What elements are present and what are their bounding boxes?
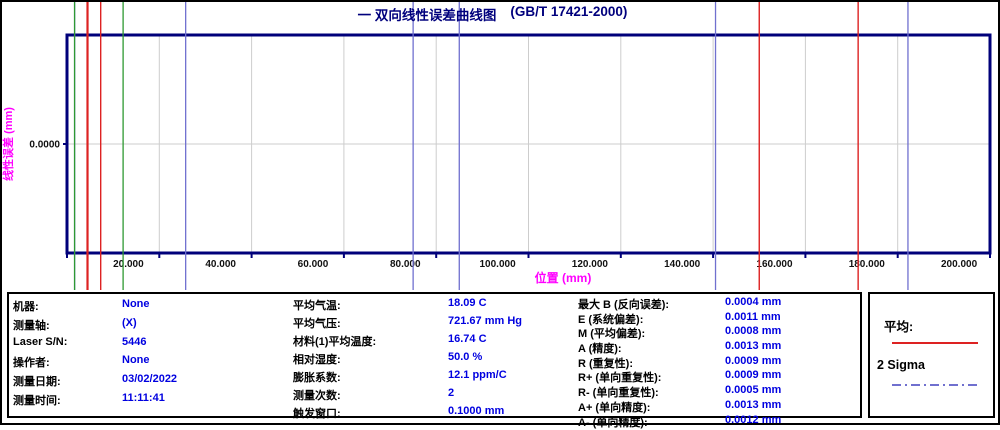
x-tick-label: 140.000 (664, 259, 701, 270)
x-tick-label: 120.000 (572, 259, 609, 270)
info-row: 平均气温: 18.09 C (293, 297, 487, 315)
info-label: Laser S/N: (13, 335, 68, 348)
info-row: 触发窗口: 0.1000 mm (293, 405, 504, 423)
info-value: 03/02/2022 (122, 373, 178, 386)
info-row: 机器: None (13, 298, 150, 317)
info-value: 0.0012 mm (725, 413, 782, 426)
info-value: 2 (448, 387, 455, 399)
info-label: A- (单向精度): (578, 416, 648, 429)
info-label: 平均气压: (293, 318, 341, 330)
info-value: 16.74 C (448, 333, 487, 345)
info-value: 0.0013 mm (725, 340, 782, 353)
info-value: 721.67 mm Hg (448, 315, 522, 327)
info-value: 0.0004 mm (725, 296, 782, 308)
info-label: 测量轴: (13, 319, 50, 332)
info-label: R (重复性): (578, 357, 633, 370)
x-tick-label: 160.000 (756, 259, 793, 270)
x-tick-label: 20.000 (113, 259, 144, 270)
info-value: 0.0005 mm (725, 384, 782, 397)
info-value: 18.09 C (448, 297, 487, 309)
info-row: 测量轴: (X) (13, 317, 137, 336)
info-value: None (122, 298, 150, 310)
info-row: M (平均偏差): 0.0008 mm (578, 325, 781, 341)
info-value: 0.1000 mm (448, 405, 505, 417)
info-row: E (系统偏差): 0.0011 mm (578, 311, 781, 326)
environment-info-column: 平均气温: 18.09 C 平均气压: 721.67 mm Hg 材料(1)平均温度: 1… (293, 297, 522, 423)
info-label: A (精度): (578, 343, 622, 356)
info-row: 材料(1)平均温度: 16.74 C (293, 333, 487, 351)
x-tick-label: 40.000 (205, 259, 236, 270)
y-axis-label: 线性误差 (mm) (1, 107, 15, 181)
info-row: R- (单向重复性): 0.0005 mm (578, 384, 781, 400)
info-row: A- (单向精度): 0.0012 mm (578, 414, 781, 429)
info-row: A+ (单向精度): 0.0013 mm (578, 399, 781, 414)
info-label: R- (单向重复性): (578, 387, 659, 400)
info-label: 相对湿度: (293, 354, 341, 366)
legend-sigma-line-sample (892, 384, 978, 386)
measurement-info-panel: 机器: None 测量轴: (X) Laser S/N: 5446 操作者: None 测量日期… (7, 292, 862, 429)
x-tick-label: 180.000 (849, 259, 886, 270)
y-tick-label: 0.0000 (29, 140, 60, 151)
info-value: 0.0013 mm (725, 398, 782, 411)
info-row: 操作者: None (13, 354, 150, 373)
info-value: 0.0009 mm (725, 369, 782, 382)
info-value: 0.0011 mm (725, 310, 781, 323)
info-label: 测量时间: (13, 394, 61, 407)
info-row: A (精度): 0.0013 mm (578, 340, 781, 356)
info-value: 0.0009 mm (725, 354, 782, 367)
info-label: 平均气温: (293, 300, 341, 312)
info-row: 相对湿度: 50.0 % (293, 351, 482, 369)
info-label: 机器: (13, 301, 39, 313)
info-value: 12.1 ppm/C (448, 369, 507, 381)
chart-title-text: 一 双向线性误差曲线图 (357, 8, 497, 23)
info-row: 测量时间: 11:11:41 (13, 392, 165, 411)
info-label: A+ (单向精度): (578, 401, 651, 414)
info-row: 最大 B (反向误差): 0.0004 mm (578, 296, 781, 311)
x-tick-label: 100.000 (480, 259, 517, 270)
info-row: Laser S/N: 5446 (13, 335, 146, 355)
chart-title-standard: (GB/T 17421-2000) (510, 4, 628, 19)
info-row: R (重复性): 0.0009 mm (578, 355, 781, 370)
info-row: R+ (单向重复性): 0.0009 mm (578, 369, 781, 385)
info-value: 11:11:41 (122, 391, 165, 404)
info-label: 测量次数: (293, 390, 341, 402)
x-tick-label: 80.000 (390, 259, 421, 270)
x-axis-label: 位置 (mm) (535, 270, 592, 285)
error-chart: 0.00100.00080.00060.00040.00020.0000-0.0… (1, 0, 992, 290)
info-row: 测量次数: 2 (293, 387, 454, 405)
info-row: 测量日期: 03/02/2022 (13, 373, 177, 392)
legend-mean-label: 平均: (884, 320, 914, 334)
info-label: 测量日期: (13, 376, 61, 389)
legend-sigma-label: 2 Sigma (877, 358, 925, 372)
info-value: (X) (122, 316, 137, 329)
x-tick-label: 200.000 (941, 259, 978, 270)
info-value: None (122, 354, 150, 367)
info-row: 平均气压: 721.67 mm Hg (293, 315, 522, 333)
info-label: R+ (单向重复性): (578, 372, 662, 385)
info-value: 50.0 % (448, 351, 483, 363)
info-label: 操作者: (13, 357, 50, 370)
machine-info-column: 机器: None 测量轴: (X) Laser S/N: 5446 操作者: None 测量日期… (13, 298, 177, 411)
chart-title: 一 双向线性误差曲线图 (GB/T 17421-2000) (0, 4, 985, 24)
legend-mean-line-sample (892, 342, 978, 344)
legend: 平均: 2 Sigma (868, 292, 995, 418)
info-label: 触发窗口: (293, 408, 341, 420)
info-row: 膨胀系数: 12.1 ppm/C (293, 369, 507, 387)
info-label: M (平均偏差): (578, 328, 646, 341)
results-info-column: 最大 B (反向误差): 0.0004 mm E (系统偏差): 0.0011 mm M… (578, 296, 781, 429)
info-label: 最大 B (反向误差): (578, 299, 670, 311)
info-label: 材料(1)平均温度: (293, 336, 377, 348)
info-label: E (系统偏差): (578, 313, 644, 326)
info-label: 膨胀系数: (293, 372, 341, 384)
info-value: 5446 (122, 335, 147, 348)
info-value: 0.0008 mm (725, 325, 782, 338)
x-tick-label: 60.000 (298, 259, 329, 270)
